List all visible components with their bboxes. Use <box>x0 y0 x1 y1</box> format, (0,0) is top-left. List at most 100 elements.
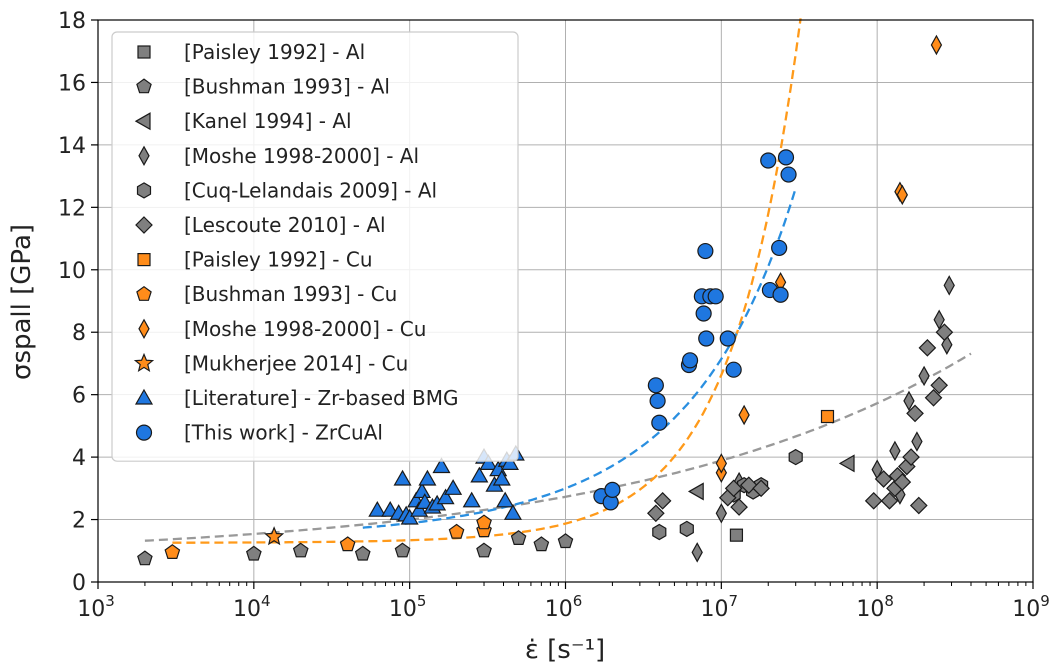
data-point <box>902 448 920 466</box>
legend-label: [Mukherjee 2014] - Cu <box>184 351 408 375</box>
legend-marker <box>136 78 152 94</box>
data-point <box>410 500 429 517</box>
y-axis-label: σspall [GPa] <box>7 224 37 380</box>
legend-marker <box>134 112 151 131</box>
data-point <box>930 34 943 56</box>
data-point <box>496 491 515 508</box>
data-point <box>470 466 489 483</box>
series-5 <box>647 323 954 523</box>
data-point <box>752 479 770 498</box>
data-point <box>911 431 923 452</box>
data-point <box>264 526 285 546</box>
y-axis-ticks: 0 2 4 6 8 10 12 14 16 18 <box>58 9 98 596</box>
legend-marker <box>135 216 153 234</box>
series-10 <box>368 444 525 525</box>
data-point <box>651 414 668 431</box>
data-point <box>896 184 908 206</box>
data-point <box>503 504 522 520</box>
legend-label: [Literature] - Zr-based BMG <box>184 386 459 410</box>
series-7 <box>164 514 492 560</box>
legend: [Paisley 1992] - Al [Bushman 1993] - Al [K… <box>111 31 519 462</box>
data-point <box>820 409 835 424</box>
legend-box <box>111 31 519 462</box>
data-point <box>533 536 550 552</box>
data-point <box>368 500 387 517</box>
legend-label: [Bushman 1993] - Al <box>184 75 390 99</box>
data-point <box>557 533 574 549</box>
series-6 <box>820 409 835 424</box>
trend-line <box>362 187 797 529</box>
data-point <box>604 481 621 498</box>
y-tick-label: 14 <box>58 134 86 159</box>
data-point <box>918 338 937 357</box>
legend-entry: [Moshe 1998-2000] - Cu <box>138 317 426 341</box>
legend-entry: [Lescoute 2010] - Al <box>135 213 386 237</box>
data-point <box>436 488 455 505</box>
data-point <box>653 491 672 510</box>
data-point <box>943 275 955 296</box>
data-point <box>492 469 511 486</box>
series-2 <box>687 454 855 501</box>
data-point <box>730 498 748 516</box>
data-point <box>889 440 901 462</box>
data-point <box>788 448 803 466</box>
data-point <box>760 152 777 169</box>
data-point <box>719 330 736 347</box>
data-point <box>777 149 795 166</box>
data-point <box>715 503 728 524</box>
data-point <box>476 514 492 530</box>
data-point <box>479 454 498 470</box>
data-point <box>935 323 954 342</box>
x-tick-label: 106 <box>545 592 583 622</box>
data-point <box>707 288 724 305</box>
data-point <box>418 469 437 486</box>
x-axis-ticks: 103 104 105 106 107 108 109 <box>77 582 1050 622</box>
legend-entry: [Literature] - Zr-based BMG <box>134 386 459 410</box>
data-point <box>697 242 714 260</box>
legend-label: [Paisley 1992] - Al <box>184 40 365 64</box>
series-1 <box>137 530 574 566</box>
legend-entry: [Cuq-Lelandais 2009] - Al <box>136 178 437 202</box>
data-point <box>909 496 928 515</box>
legend-entry: [Kanel 1994] - Al <box>134 109 352 133</box>
series-9 <box>264 526 285 546</box>
x-tick-label: 104 <box>233 592 271 622</box>
data-point <box>476 542 492 558</box>
y-tick-label: 18 <box>58 9 86 34</box>
legend-label: [Kanel 1994] - Al <box>184 109 352 133</box>
legend-label: [This work] - ZrCuAl <box>184 421 383 445</box>
data-point <box>739 476 758 495</box>
data-points <box>137 34 955 566</box>
data-point <box>245 545 262 561</box>
data-point <box>681 352 699 369</box>
y-tick-label: 4 <box>72 446 86 471</box>
data-point <box>647 504 665 523</box>
data-point <box>137 550 153 566</box>
legend-entry: [Bushman 1993] - Cu <box>136 282 397 306</box>
legend-marker <box>138 318 150 340</box>
data-point <box>729 528 744 542</box>
x-tick-label: 109 <box>1012 592 1050 622</box>
y-tick-label: 10 <box>58 259 86 284</box>
data-point <box>510 530 527 546</box>
legend-label: [Bushman 1993] - Cu <box>184 282 397 306</box>
data-point <box>462 491 481 508</box>
data-point <box>679 520 694 538</box>
data-point <box>724 479 743 498</box>
y-tick-label: 0 <box>72 571 86 596</box>
data-point <box>448 523 465 539</box>
data-point <box>903 390 915 412</box>
legend-label: [Moshe 1998-2000] - Al <box>184 144 419 168</box>
legend-marker <box>136 285 152 301</box>
data-point <box>698 330 715 347</box>
legend-entry: [Moshe 1998-2000] - Al <box>138 144 419 168</box>
y-tick-label: 6 <box>72 384 86 409</box>
data-point <box>772 286 789 303</box>
y-tick-label: 12 <box>58 196 86 221</box>
data-point <box>339 536 356 552</box>
data-point <box>771 239 788 257</box>
data-point <box>292 542 309 558</box>
legend-marker <box>137 253 151 267</box>
